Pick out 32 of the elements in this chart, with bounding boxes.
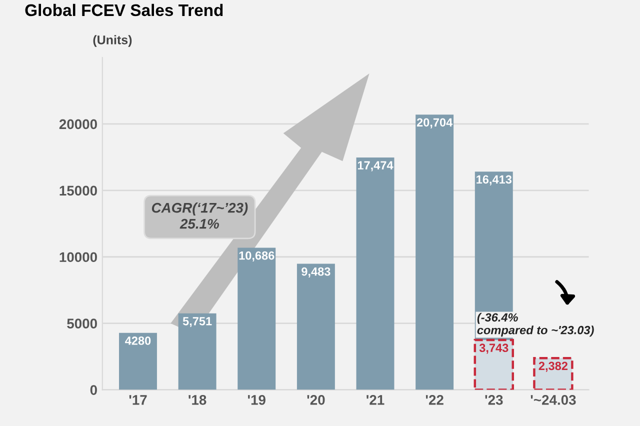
- chart-title: Global FCEV Sales Trend: [25, 4, 223, 16]
- y-tick-label: 5000: [67, 318, 97, 329]
- y-tick-label: 15000: [60, 186, 97, 196]
- x-tick-label: '23: [485, 395, 503, 405]
- bar: [356, 158, 394, 390]
- y-tick-label: 20000: [59, 119, 97, 130]
- data-label: 10,686: [239, 251, 274, 262]
- data-label: 5,751: [182, 317, 212, 328]
- x-tick-label: '~24.03: [530, 395, 576, 405]
- x-tick-label: '18: [188, 395, 206, 405]
- x-tick-label: '20: [307, 395, 325, 405]
- x-tick-label: '17: [129, 395, 147, 405]
- y-tick-label: 0: [90, 385, 97, 395]
- bar: [296, 264, 335, 390]
- annotation: CAGR(‘17~’23) 25.1%: [152, 202, 248, 229]
- bar: [119, 332, 157, 390]
- data-label: 2,382: [538, 362, 568, 372]
- data-label: 16,413: [476, 175, 512, 186]
- x-tick-label: '19: [248, 395, 266, 405]
- bar: [238, 248, 276, 390]
- y-axis-title: (Units): [93, 35, 132, 47]
- annotation: (-36.4% compared to ~'23.03): [477, 312, 594, 337]
- data-label: 17,474: [358, 161, 394, 172]
- data-label: 4280: [125, 336, 151, 345]
- y-tick-label: 10000: [60, 252, 97, 262]
- bar: [416, 114, 454, 390]
- bar: [178, 313, 216, 390]
- data-label: 3,743: [479, 344, 508, 354]
- x-tick-label: '21: [366, 395, 384, 405]
- data-label: 9,483: [302, 267, 330, 278]
- data-label: 20,704: [416, 118, 453, 128]
- x-tick-label: '22: [426, 395, 444, 405]
